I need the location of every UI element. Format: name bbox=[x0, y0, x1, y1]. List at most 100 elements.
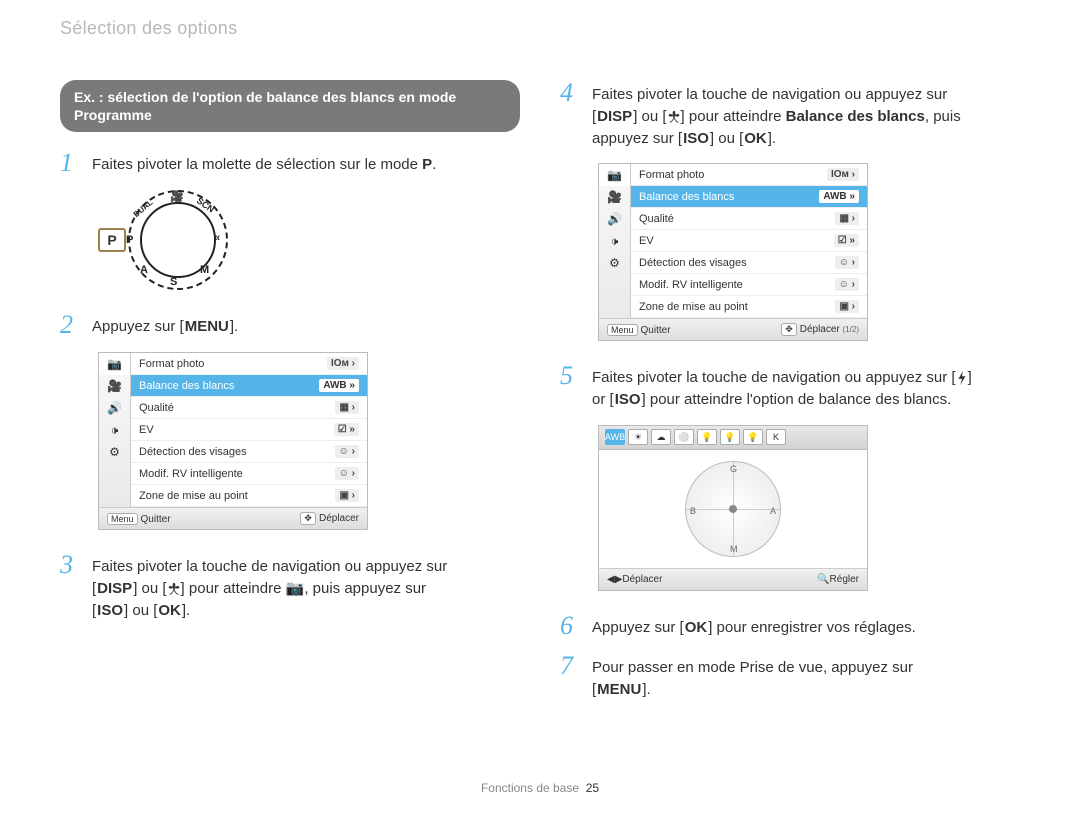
text: , puis appuyez sur bbox=[304, 580, 426, 597]
wb-footer: ◀▶Déplacer 🔍Régler bbox=[599, 568, 867, 590]
wb-icon-bar: AWB☀☁⚪💡💡💡K bbox=[599, 426, 867, 450]
wb-preset-icon: ⚪ bbox=[674, 429, 694, 445]
side-icon-video: 🎥 bbox=[599, 186, 630, 208]
menu-row-value: ☺ › bbox=[335, 445, 359, 458]
menu-row-value: ☑ » bbox=[834, 234, 859, 247]
text: Pour passer en mode Prise de vue, appuye… bbox=[592, 659, 913, 676]
menu-row-value: ▣ › bbox=[335, 489, 359, 502]
step-text: Pour passer en mode Prise de vue, appuye… bbox=[592, 653, 913, 701]
menu-row-label: Modif. RV intelligente bbox=[639, 279, 743, 291]
wb-axis-b: B bbox=[690, 506, 696, 516]
ok-key: OK bbox=[684, 617, 709, 639]
menu-row-value: ☑ » bbox=[334, 423, 359, 436]
step-text: Faites pivoter la molette de sélection s… bbox=[92, 150, 436, 176]
menu-row: Balance des blancs AWB » bbox=[131, 375, 367, 397]
menu-tag: Menu bbox=[607, 324, 638, 336]
text: ] ou [ bbox=[633, 108, 666, 125]
text: appuyez sur [ bbox=[592, 130, 682, 147]
menu-list: Format photoIOм ›Balance des blancsAWB »… bbox=[131, 353, 367, 507]
side-icon-sound: 🔊 bbox=[99, 397, 130, 419]
menu-row: Modif. RV intelligente☺ › bbox=[131, 463, 367, 485]
nav-tag: ✥ bbox=[300, 512, 316, 525]
text: Faites pivoter la touche de navigation o… bbox=[92, 558, 447, 575]
step-text: Appuyez sur [MENU]. bbox=[92, 312, 238, 338]
menu-row: Format photo IOм › bbox=[631, 164, 867, 186]
left-column: Ex. : sélection de l'option de balance d… bbox=[60, 80, 520, 714]
menu-row-value: ▦ › bbox=[335, 401, 359, 414]
wb-main: G A M B bbox=[599, 450, 867, 568]
menu-row-value: AWB » bbox=[319, 379, 359, 392]
side-icon-display: 🕩 bbox=[599, 230, 630, 252]
wb-preset-icon: 💡 bbox=[743, 429, 763, 445]
side-icon-video: 🎥 bbox=[99, 375, 130, 397]
wb-preset-icon: K bbox=[766, 429, 786, 445]
footer-move: Déplacer bbox=[319, 513, 359, 524]
step-number: 3 bbox=[60, 552, 82, 578]
footer-quit: Quitter bbox=[141, 514, 171, 525]
text: Faites pivoter la touche de navigation o… bbox=[592, 369, 956, 386]
menu-row: Balance des blancsAWB » bbox=[631, 186, 867, 208]
dial-label: « bbox=[214, 232, 220, 244]
menu-list-2: Format photo IOм › Balance des blancsAWB »… bbox=[631, 164, 867, 318]
menu-row-value: ▣ › bbox=[835, 300, 859, 313]
text: ] pour atteindre l'option de balance des… bbox=[642, 391, 952, 408]
step-number: 7 bbox=[560, 653, 582, 679]
step-1: 1 Faites pivoter la molette de sélection… bbox=[60, 150, 520, 176]
ok-key: OK bbox=[157, 600, 182, 622]
wb-preset-icon: 💡 bbox=[720, 429, 740, 445]
menu-row: Modif. RV intelligente☺ › bbox=[631, 274, 867, 296]
right-column: 4 Faites pivoter la touche de navigation… bbox=[560, 80, 1020, 714]
menu-row-label: Détection des visages bbox=[139, 446, 247, 458]
menu-row-label: EV bbox=[639, 235, 654, 247]
mode-dial-figure: P P A S M DUAL SCN 🎥 « bbox=[98, 190, 238, 290]
side-icon-camera: 📷 bbox=[99, 353, 130, 375]
text: Appuyez sur [ bbox=[592, 619, 684, 636]
iso-key: ISO bbox=[682, 128, 710, 150]
dial-label: M bbox=[200, 264, 209, 276]
step-text: Faites pivoter la touche de navigation o… bbox=[592, 80, 961, 149]
step-6: 6 Appuyez sur [OK] pour enregistrer vos … bbox=[560, 613, 1020, 639]
ok-key: OK bbox=[743, 128, 768, 150]
menu-row-label: Format photo bbox=[639, 169, 704, 181]
menu-row-label: Balance des blancs bbox=[139, 380, 234, 392]
step-text: Faites pivoter la touche de navigation o… bbox=[592, 363, 972, 411]
menu-row-label: Détection des visages bbox=[639, 257, 747, 269]
menu-row-label: Qualité bbox=[139, 402, 174, 414]
dial-label: S bbox=[170, 276, 177, 288]
menu-side-icons: 📷 🎥 🔊 🕩 ⚙ bbox=[99, 353, 131, 507]
step-3: 3 Faites pivoter la touche de navigation… bbox=[60, 552, 520, 621]
wb-axis-m: M bbox=[730, 544, 738, 554]
text: ]. bbox=[642, 681, 650, 698]
menu-row: Zone de mise au point ▣ › bbox=[631, 296, 867, 318]
menu-row-label: Zone de mise au point bbox=[639, 301, 748, 313]
footer-section: Fonctions de base bbox=[481, 781, 579, 795]
step-number: 2 bbox=[60, 312, 82, 338]
zoom-tag: 🔍 bbox=[817, 574, 829, 585]
side-icon-sound: 🔊 bbox=[599, 208, 630, 230]
camera-icon: 📷 bbox=[286, 580, 305, 597]
menu-row-value: IOм › bbox=[827, 168, 859, 181]
side-icon-camera: 📷 bbox=[599, 164, 630, 186]
text: Faites pivoter la touche de navigation o… bbox=[592, 86, 947, 103]
wb-adjustment-circle: G A M B bbox=[685, 461, 781, 557]
page-header: Sélection des options bbox=[60, 18, 237, 39]
menu-row-value: ☺ › bbox=[835, 256, 859, 269]
balance-bold: Balance des blancs bbox=[786, 108, 925, 125]
flash-bolt-icon bbox=[956, 371, 968, 385]
text: ]. bbox=[230, 318, 238, 335]
text: ] pour atteindre bbox=[181, 580, 286, 597]
step-5: 5 Faites pivoter la touche de navigation… bbox=[560, 363, 1020, 411]
step-4: 4 Faites pivoter la touche de navigation… bbox=[560, 80, 1020, 149]
wb-screenshot: AWB☀☁⚪💡💡💡K G A M B ◀▶Déplacer 🔍Régler bbox=[598, 425, 868, 591]
side-icon-settings: ⚙ bbox=[599, 252, 630, 274]
menu-row-value: IOм › bbox=[327, 357, 359, 370]
text: ] ou [ bbox=[710, 130, 743, 147]
mode-p: P bbox=[422, 156, 432, 173]
iso-key: ISO bbox=[96, 600, 124, 622]
side-icon-settings: ⚙ bbox=[99, 441, 130, 463]
menu-key: MENU bbox=[596, 679, 642, 701]
step-text: Faites pivoter la touche de navigation o… bbox=[92, 552, 447, 621]
menu-row: Qualité▦ › bbox=[631, 208, 867, 230]
page-footer: Fonctions de base 25 bbox=[0, 781, 1080, 795]
dial-label: A bbox=[140, 264, 148, 276]
